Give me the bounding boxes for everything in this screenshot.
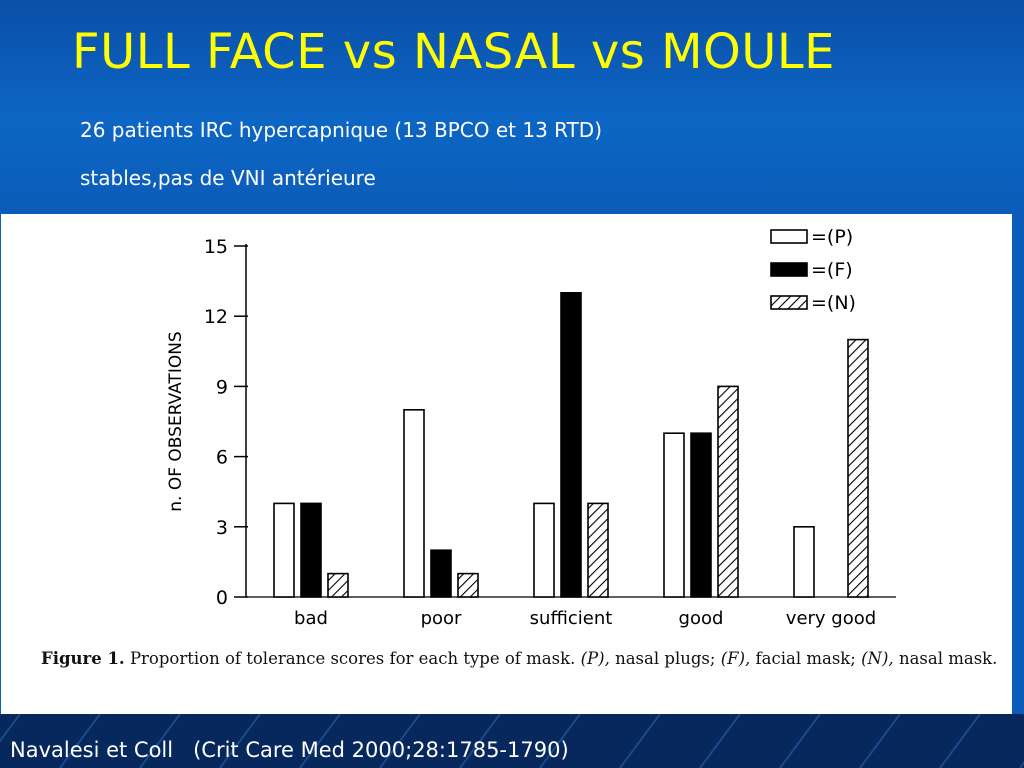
- legend-swatch-2: [770, 295, 808, 310]
- right-edge-strip: [1012, 214, 1024, 714]
- subtitle-line-2: stables,pas de VNI antérieure: [80, 166, 376, 190]
- figure-panel: 0 3 6 9 12 15 n. OF OBSERVATIONS bad poor suffici…: [1, 214, 1012, 714]
- footer-pattern: [0, 714, 1024, 768]
- x-tick-label: very good: [786, 608, 876, 629]
- caption-f-key: (F),: [720, 649, 751, 668]
- bar-poor-0: [403, 409, 425, 598]
- bar-bad-2: [327, 572, 349, 598]
- x-tick-label: good: [679, 608, 724, 629]
- y-axis-title: n. OF OBSERVATIONS: [166, 331, 186, 511]
- figure-caption: Figure 1. Proportion of tolerance scores…: [41, 648, 1016, 670]
- y-tick-label: 3: [216, 517, 228, 539]
- x-tick-label: bad: [294, 608, 328, 629]
- bar-very-good-2: [847, 338, 869, 598]
- citation-reference: (Crit Care Med 2000;28:1785-1790): [193, 738, 569, 762]
- y-tick-label: 6: [216, 447, 228, 469]
- bar-bad-0: [273, 502, 295, 598]
- subtitle-line-1: 26 patients IRC hypercapnique (13 BPCO e…: [80, 118, 603, 142]
- slide-header: [0, 0, 1024, 214]
- y-tick-label: 15: [204, 236, 228, 258]
- legend-label-2: =(N): [811, 292, 856, 314]
- citation: Navalesi et Coll (Crit Care Med 2000;28:1…: [10, 738, 569, 762]
- x-tick-label: sufficient: [530, 608, 613, 629]
- bar-good-1: [690, 432, 712, 598]
- legend-label-1: =(F): [811, 259, 853, 281]
- slide-title: FULL FACE vs NASAL vs MOULE: [72, 24, 835, 80]
- caption-p-val: nasal plugs;: [615, 649, 716, 668]
- caption-label: Figure 1.: [41, 649, 125, 668]
- caption-p-key: (P),: [580, 649, 610, 668]
- caption-n-val: nasal mask.: [898, 649, 998, 668]
- bar-chart: 0 3 6 9 12 15 n. OF OBSERVATIONS bad poor suffici…: [166, 226, 896, 629]
- legend-swatch-1: [770, 262, 808, 277]
- legend-label-0: =(P): [811, 226, 853, 248]
- caption-n-key: (N),: [861, 649, 894, 668]
- y-tick-label: 9: [216, 376, 228, 398]
- bar-sufficient-2: [587, 502, 609, 598]
- bar-bad-1: [300, 502, 322, 598]
- y-tick-label: 12: [204, 306, 228, 328]
- bar-sufficient-0: [533, 502, 555, 598]
- x-tick-label: poor: [421, 608, 462, 629]
- bar-poor-2: [457, 572, 479, 598]
- legend-swatch-0: [770, 229, 808, 244]
- caption-text: Proportion of tolerance scores for each …: [129, 649, 576, 668]
- y-tick-label: 0: [216, 587, 228, 609]
- bar-poor-1: [430, 549, 452, 598]
- citation-authors: Navalesi et Coll: [10, 738, 174, 762]
- caption-f-val: facial mask;: [755, 649, 856, 668]
- bar-good-2: [717, 385, 739, 598]
- slide-footer: [0, 714, 1024, 768]
- bar-sufficient-1: [560, 292, 582, 598]
- bar-good-0: [663, 432, 685, 598]
- bar-very-good-0: [793, 525, 815, 598]
